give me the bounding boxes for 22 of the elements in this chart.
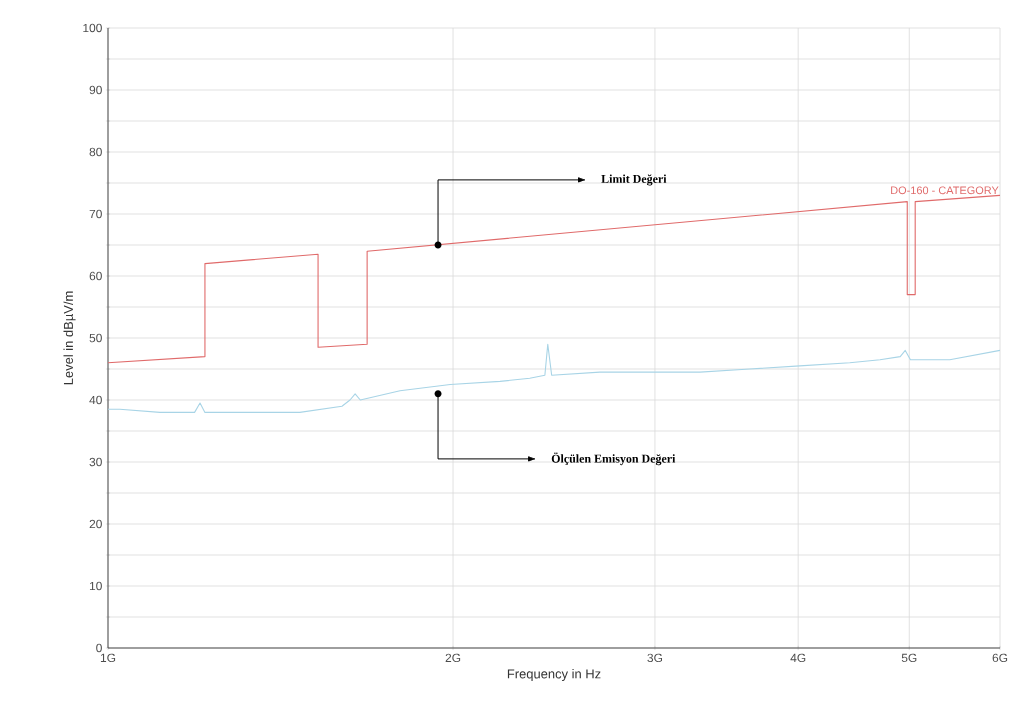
y-tick-label: 0 (96, 643, 102, 653)
x-tick-label: 2G (445, 653, 461, 663)
x-tick-label: 3G (647, 653, 663, 663)
series-label: DO-160 - CATEGORY (891, 186, 999, 195)
x-tick-label: 1G (100, 653, 116, 663)
y-tick-label: 100 (83, 23, 102, 33)
y-tick-label: 10 (89, 581, 102, 591)
x-axis-title: Frequency in Hz (507, 668, 601, 682)
x-tick-label: 4G (790, 653, 806, 663)
y-tick-label: 50 (89, 333, 102, 343)
x-tick-label: 5G (901, 653, 917, 663)
y-tick-label: 40 (89, 395, 102, 405)
y-axis-title: Level in dBµV/m (63, 291, 76, 385)
y-tick-label: 30 (89, 457, 102, 467)
y-tick-label: 20 (89, 519, 102, 529)
y-tick-label: 60 (89, 271, 102, 281)
y-tick-label: 90 (89, 85, 102, 95)
annotation: Limit Değeri (601, 174, 667, 186)
y-tick-label: 70 (89, 209, 102, 219)
x-tick-label: 6G (992, 653, 1008, 663)
y-tick-label: 80 (89, 147, 102, 157)
annotation: Ölçülen Emisyon Değeri (551, 452, 676, 466)
